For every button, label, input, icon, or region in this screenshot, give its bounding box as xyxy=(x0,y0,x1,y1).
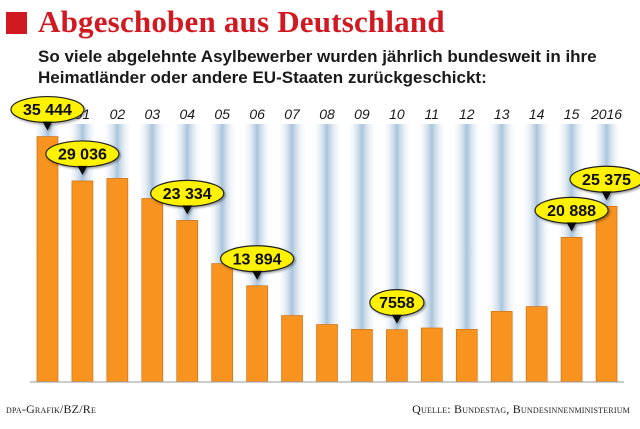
svg-text:29 036: 29 036 xyxy=(58,146,107,163)
data-label: 7558 xyxy=(369,289,425,324)
svg-text:20 888: 20 888 xyxy=(547,203,596,220)
data-label: 13 894 xyxy=(220,245,295,280)
svg-text:25 375: 25 375 xyxy=(582,172,631,189)
x-tick-label: 03 xyxy=(145,106,161,122)
data-label: 29 036 xyxy=(45,140,120,175)
data-label: 23 334 xyxy=(150,179,225,215)
bar xyxy=(455,329,478,383)
x-tick-label: 05 xyxy=(214,106,230,122)
svg-text:7558: 7558 xyxy=(379,295,415,312)
chart-subtitle: So viele abgelehnte Asylbewerber wurden … xyxy=(38,47,597,87)
x-tick-label: 11 xyxy=(425,106,440,122)
bar xyxy=(281,315,303,383)
bar xyxy=(141,198,164,383)
bar xyxy=(106,178,129,383)
x-tick-label: 06 xyxy=(249,106,265,122)
bar xyxy=(421,327,443,383)
bar xyxy=(176,220,199,383)
svg-text:13 894: 13 894 xyxy=(233,251,282,268)
x-tick-label: 09 xyxy=(354,106,370,122)
x-tick-label: 13 xyxy=(494,106,510,122)
bar xyxy=(525,306,548,383)
x-tick-label: 04 xyxy=(179,106,195,122)
data-label: 25 375 xyxy=(569,165,640,201)
bar xyxy=(490,311,513,383)
bar xyxy=(560,237,583,383)
bar xyxy=(36,136,59,383)
svg-text:35 444: 35 444 xyxy=(23,102,72,119)
chart-title: Abgeschoben aus Deutschland xyxy=(38,4,445,39)
data-label: 20 888 xyxy=(534,196,609,232)
bar xyxy=(211,263,233,383)
data-label: 35 444 xyxy=(10,95,85,131)
bar xyxy=(316,324,338,383)
title-marker xyxy=(6,12,27,34)
x-tick-label: 12 xyxy=(459,106,475,122)
x-tick-label: 02 xyxy=(110,106,126,122)
graphic-credit: dpa-Grafik/BZ/Re xyxy=(6,402,97,416)
bar xyxy=(71,180,94,383)
bar xyxy=(386,329,408,383)
bar xyxy=(351,329,373,383)
x-tick-label: 07 xyxy=(284,106,301,122)
svg-text:23 334: 23 334 xyxy=(163,186,212,203)
bar xyxy=(595,205,618,383)
x-tick-label: 2016 xyxy=(590,106,622,122)
x-tick-label: 15 xyxy=(564,106,580,122)
bar xyxy=(246,285,268,383)
source-note: Quelle: Bundestag, Bundesinnenministeriu… xyxy=(412,402,630,416)
x-tick-label: 14 xyxy=(529,106,545,122)
x-tick-label: 08 xyxy=(319,106,335,122)
x-tick-label: 10 xyxy=(389,106,405,122)
